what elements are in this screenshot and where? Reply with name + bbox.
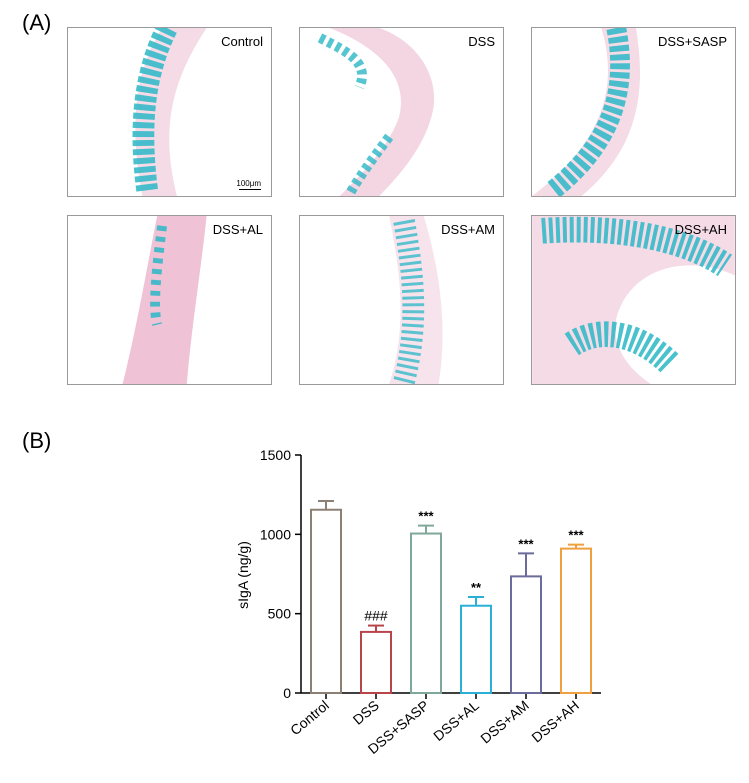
x-tick-label: DSS+AL <box>430 697 482 744</box>
x-tick-label: Control <box>287 697 332 738</box>
bar <box>360 630 392 694</box>
y-tick-label: 500 <box>268 606 292 622</box>
micrograph-dss-al-image <box>122 216 207 384</box>
bar <box>410 532 442 694</box>
significance-label: *** <box>568 528 584 543</box>
micrograph-dss-image <box>317 28 435 196</box>
bar <box>510 575 542 695</box>
significance-label: *** <box>418 509 434 524</box>
micrograph-dss-am-label: DSS+AM <box>441 222 495 237</box>
panel-a-label: (A) <box>22 10 52 35</box>
scale-bar <box>239 189 261 190</box>
micrograph-dss-sasp-image <box>532 28 640 196</box>
micrograph-dss-am-image <box>389 216 443 384</box>
bar <box>560 547 592 694</box>
micrograph-dss: DSS <box>299 27 504 197</box>
y-axis-label: sIgA (ng/g) <box>235 541 251 609</box>
y-tick-label: 1000 <box>260 526 291 542</box>
significance-label: ** <box>471 580 482 595</box>
micrograph-dss-al: DSS+AL <box>67 215 272 385</box>
x-tick-label: DSS+AH <box>528 697 582 746</box>
panel-b-label: (B) <box>22 428 52 453</box>
micrograph-dss-al-label: DSS+AL <box>212 222 263 237</box>
micrograph-dss-label: DSS <box>468 34 495 49</box>
chart-bars: ###*********** <box>310 500 592 695</box>
micrograph-dss-am: DSS+AM <box>299 215 504 385</box>
micrograph-dss-ah-image <box>532 216 735 384</box>
micrograph-dss-sasp: DSS+SASP <box>531 27 736 197</box>
scale-bar-label: 100μm <box>236 179 261 188</box>
bar <box>310 508 342 694</box>
significance-label: *** <box>518 536 534 551</box>
x-tick-label: DSS <box>350 697 382 728</box>
y-tick-label: 0 <box>283 685 291 701</box>
micrograph-control-label: Control <box>221 34 263 49</box>
y-tick-label: 1500 <box>260 447 291 463</box>
micrograph-dss-sasp-label: DSS+SASP <box>657 34 727 49</box>
micrograph-dss-ah: DSS+AH <box>531 215 736 385</box>
bar <box>460 604 492 695</box>
micrograph-control-image <box>132 28 207 196</box>
micrograph-dss-ah-label: DSS+AH <box>674 222 727 237</box>
x-tick-label: DSS+AM <box>477 697 532 747</box>
micrograph-control: Control 100μm <box>67 27 272 197</box>
significance-label: ### <box>364 608 388 624</box>
